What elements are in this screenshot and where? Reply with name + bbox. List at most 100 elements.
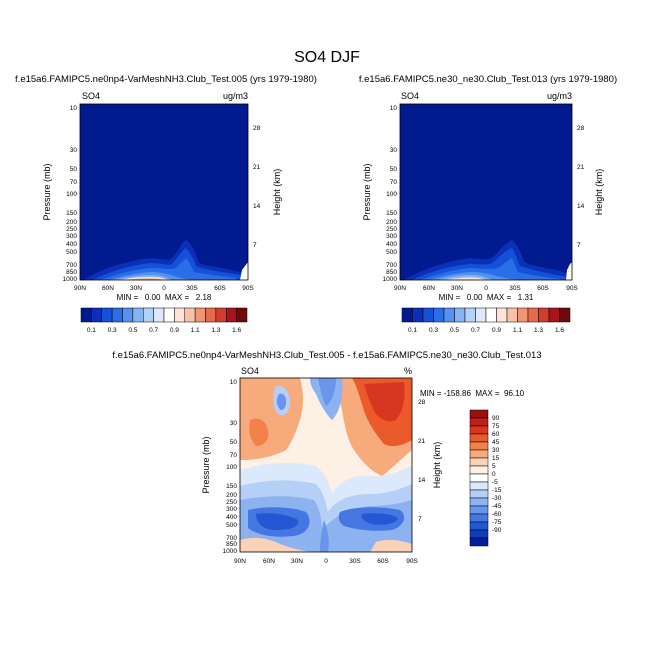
panel-right-y2label: Height (km) [594, 169, 604, 216]
y2-tick: 21 [253, 164, 261, 171]
colorbar-swatch [163, 307, 175, 323]
colorbar-label: -30 [492, 495, 502, 502]
y-tick: 1000 [383, 276, 398, 283]
colorbar-swatch [443, 307, 455, 323]
colorbar-label: 5 [492, 463, 496, 470]
colorbar-swatch [80, 307, 92, 323]
colorbar-swatch [132, 307, 144, 323]
colorbar-label: -5 [492, 479, 498, 486]
y-tick: 700 [66, 262, 77, 269]
colorbar-swatch [226, 307, 237, 323]
colorbar-swatch [464, 307, 476, 323]
colorbar-swatch [469, 473, 489, 483]
colorbar-label: -15 [492, 487, 502, 494]
y-tick: 300 [66, 233, 77, 240]
x-tick: 60N [423, 285, 435, 292]
panel-diff-yaxis: 10 30 50 70 100 150 200 250 300 400 500 … [223, 379, 238, 555]
colorbar-swatch [101, 307, 113, 323]
colorbar-swatch [111, 307, 123, 323]
colorbar-label: 90 [492, 415, 500, 422]
y2-tick: 14 [253, 203, 261, 210]
y-tick: 150 [386, 210, 397, 217]
colorbar-label: 1.3 [534, 327, 543, 334]
colorbar-swatch [469, 449, 489, 459]
panel-left-contours [84, 240, 248, 280]
y-tick: 150 [66, 210, 77, 217]
y-tick: 200 [386, 219, 397, 226]
panel-right-yaxis: 10 30 50 70 100 150 200 250 300 400 500 … [383, 105, 398, 283]
y-tick: 700 [226, 535, 237, 542]
y2-tick: 28 [253, 125, 261, 132]
y-tick: 30 [390, 147, 398, 154]
y-tick: 400 [66, 241, 77, 248]
panel-right-units: ug/m3 [547, 91, 572, 101]
y-tick: 100 [386, 191, 397, 198]
x-tick: 30S [509, 285, 521, 292]
colorbar-swatch [496, 307, 508, 323]
colorbar-label: 30 [492, 447, 500, 454]
colorbar-label: 45 [492, 439, 500, 446]
panel-diff-y2axis: 28 21 14 7 [418, 399, 426, 523]
colorbar-label: 1.6 [232, 327, 241, 334]
y2-tick: 28 [577, 125, 585, 132]
colorbar-swatch [517, 307, 529, 323]
y-tick: 10 [230, 379, 238, 386]
colorbar-swatch [469, 505, 489, 515]
panel-right-y2axis: 28 21 14 7 [577, 125, 585, 249]
colorbar-label: 0.7 [471, 327, 480, 334]
y-tick: 30 [230, 420, 238, 427]
colorbar-swatch [469, 513, 489, 523]
y-tick: 400 [226, 514, 237, 521]
colorbar-label: 1.1 [191, 327, 200, 334]
y-tick: 1000 [63, 276, 78, 283]
panel-right-var: SO4 [401, 91, 419, 101]
y-tick: 50 [230, 439, 238, 446]
panel-left-var: SO4 [82, 91, 100, 101]
colorbar-swatch [236, 307, 248, 323]
colorbar-label: 1.1 [513, 327, 522, 334]
colorbar-swatch [205, 307, 217, 323]
y2-tick: 7 [253, 242, 257, 249]
panel-diff-ylabel: Pressure (mb) [201, 436, 211, 493]
x-tick: 60N [263, 558, 275, 565]
colorbar-label: -45 [492, 503, 502, 510]
x-tick: 60S [214, 285, 226, 292]
colorbar-swatch [469, 497, 489, 507]
y-tick: 100 [66, 191, 77, 198]
y-tick: 50 [390, 166, 398, 173]
y-tick: 30 [70, 147, 78, 154]
y2-tick: 21 [577, 164, 585, 171]
y-tick: 50 [70, 166, 78, 173]
x-tick: 0 [162, 285, 166, 292]
figure-title: SO4 DJF [294, 49, 360, 66]
panel-diff: f.e15a6.FAMIPC5.ne0np4-VarMeshNH3.Club_T… [112, 350, 541, 565]
panel-left-stats: MIN = 0.00 MAX = 2.18 [117, 293, 212, 302]
y-tick: 500 [226, 522, 237, 529]
panel-right-xaxis: 90N 60N 30N 0 30S 60S 90S [394, 285, 578, 292]
colorbar-swatch [215, 307, 227, 323]
x-tick: 30S [186, 285, 198, 292]
panel-left-ylabel: Pressure (mb) [42, 163, 52, 220]
colorbar-swatch [412, 307, 424, 323]
panel-diff-plot [240, 378, 412, 552]
panel-right-caption: f.e15a6.FAMIPC5.ne30_ne30.Club_Test.013 … [359, 74, 617, 85]
colorbar-label: 0.3 [108, 327, 117, 334]
colorbar-swatch [469, 409, 489, 419]
x-tick: 60N [102, 285, 114, 292]
y2-tick: 14 [577, 203, 585, 210]
colorbar-label: 0.5 [450, 327, 459, 334]
y-tick: 500 [66, 249, 77, 256]
panel-left-y2axis: 28 21 14 7 [253, 125, 261, 249]
colorbar-swatch [469, 489, 489, 499]
y2-tick: 28 [418, 399, 426, 406]
colorbar-swatch [174, 307, 185, 323]
colorbar-label: -90 [492, 527, 502, 534]
x-tick: 30S [349, 558, 361, 565]
y-tick: 850 [66, 269, 77, 276]
x-tick: 90S [566, 285, 578, 292]
colorbar-swatch [527, 307, 539, 323]
colorbar-swatch [469, 537, 489, 547]
x-tick: 90S [242, 285, 254, 292]
